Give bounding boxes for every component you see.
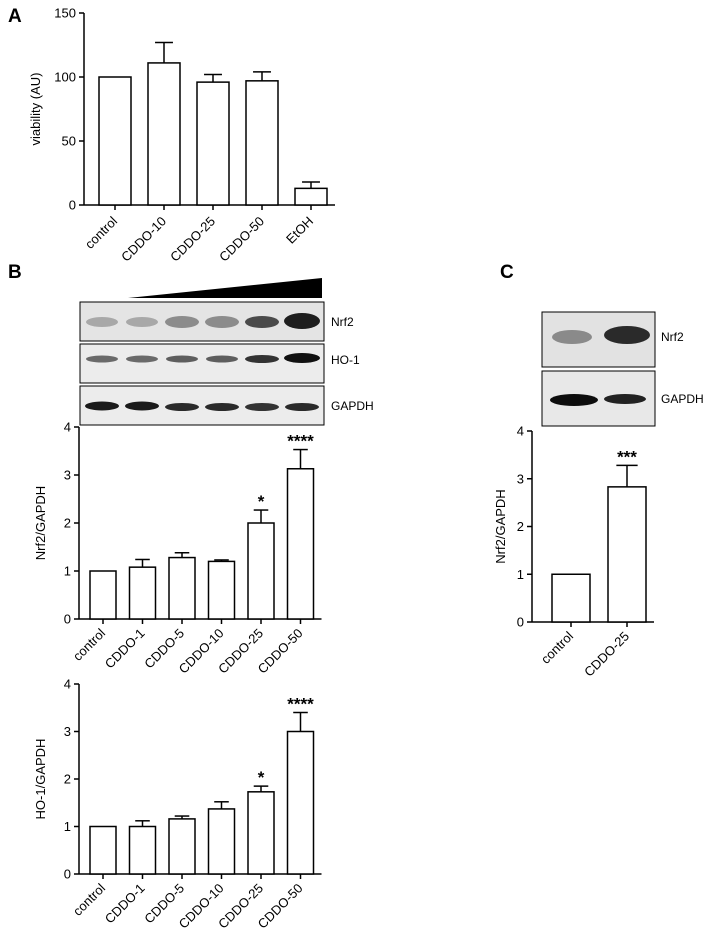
bar	[207, 808, 236, 875]
y-tick-label: 0	[69, 198, 76, 213]
bar	[551, 573, 591, 623]
blot-bands-gapdh	[85, 401, 319, 411]
y-tick-label: 150	[54, 6, 76, 21]
x-tick-label: CDDO-10	[118, 214, 169, 265]
blot-bands-ho1	[86, 353, 320, 363]
y-tick-label: 4	[517, 424, 524, 439]
blot-panel-b: Nrf2 HO-1 GAPDH	[79, 278, 374, 426]
bar	[286, 730, 315, 875]
significance-label: *	[258, 768, 265, 787]
bar	[247, 522, 275, 620]
y-tick-label: 1	[64, 564, 71, 579]
blot-strip-ho1	[79, 343, 325, 384]
y-tick-label: 1	[64, 819, 71, 834]
x-tick-label: control	[70, 880, 108, 918]
blot-panel-c: Nrf2 GAPDH	[541, 311, 704, 427]
y-axis-label: Nrf2/GAPDH	[33, 486, 48, 560]
bar	[196, 81, 230, 206]
y-tick-label: 1	[517, 567, 524, 582]
bar	[286, 468, 315, 620]
x-tick-label: CDDO-1	[102, 626, 148, 672]
blot-bands-nrf2	[86, 313, 320, 329]
chart-b-nrf2: 01234Nrf2/GAPDHcontrolCDDO-1CDDO-5CDDO-1…	[33, 420, 322, 676]
bar	[128, 825, 157, 875]
y-tick-label: 4	[64, 420, 71, 435]
bar	[294, 187, 328, 206]
blot-label-nrf2: Nrf2	[331, 315, 354, 329]
significance-label: ***	[617, 447, 637, 466]
blot-bands-c-gapdh	[550, 394, 646, 406]
bar	[128, 566, 157, 620]
panel-label-b: B	[8, 262, 22, 283]
y-tick-label: 0	[64, 612, 71, 627]
x-tick-label: control	[538, 628, 576, 666]
concentration-wedge	[128, 278, 322, 298]
chart-c-nrf2: 0 1 2 3 4 Nrf2/GAPDH control CDDO-25 ***	[493, 424, 654, 680]
blot-label-gapdh: GAPDH	[331, 399, 374, 413]
x-tick-label: CDDO-25	[581, 629, 632, 680]
blot-strip-nrf2	[79, 301, 325, 342]
x-tick-label: EtOH	[283, 214, 316, 247]
y-tick-label: 2	[64, 516, 71, 531]
blot-label-c-nrf2: Nrf2	[661, 330, 684, 344]
y-tick-label: 0	[64, 867, 71, 882]
y-tick-label: 100	[54, 70, 76, 85]
bar	[207, 560, 236, 620]
y-tick-label: 3	[64, 468, 71, 483]
x-tick-label: control	[70, 625, 108, 663]
bar	[98, 76, 132, 206]
y-axis-label: viability (AU)	[28, 73, 43, 146]
x-tick-label: control	[82, 213, 120, 251]
blot-bands-c-nrf2	[552, 326, 650, 344]
x-tick-label: CDDO-25	[167, 214, 218, 265]
bar	[168, 818, 196, 875]
bar	[247, 791, 275, 875]
significance-label: ****	[287, 695, 314, 714]
y-tick-label: 3	[64, 724, 71, 739]
y-tick-label: 0	[517, 615, 524, 630]
blot-label-ho1: HO-1	[331, 353, 360, 367]
blot-strip-gapdh	[79, 385, 325, 426]
bar	[147, 62, 181, 206]
y-tick-label: 4	[64, 677, 71, 692]
y-tick-label: 50	[62, 134, 76, 149]
chart-b-ho1: 01234HO-1/GAPDHcontrolCDDO-1CDDO-5CDDO-1…	[33, 677, 322, 931]
y-axis-label: Nrf2/GAPDH	[493, 489, 508, 563]
x-tick-label: CDDO-1	[102, 881, 148, 927]
bar	[168, 556, 196, 620]
significance-label: ****	[287, 432, 314, 451]
panel-label-a: A	[8, 6, 22, 27]
bar	[607, 486, 647, 623]
bar	[89, 825, 117, 875]
y-axis-label: HO-1/GAPDH	[33, 739, 48, 820]
bar	[245, 80, 279, 206]
x-tick-label: CDDO-50	[216, 214, 267, 265]
panel-label-c: C	[500, 262, 514, 283]
blot-label-c-gapdh: GAPDH	[661, 392, 704, 406]
bar	[89, 570, 117, 620]
y-tick-label: 2	[64, 772, 71, 787]
significance-label: *	[258, 492, 265, 511]
y-tick-label: 3	[517, 471, 524, 486]
y-tick-label: 2	[517, 519, 524, 534]
